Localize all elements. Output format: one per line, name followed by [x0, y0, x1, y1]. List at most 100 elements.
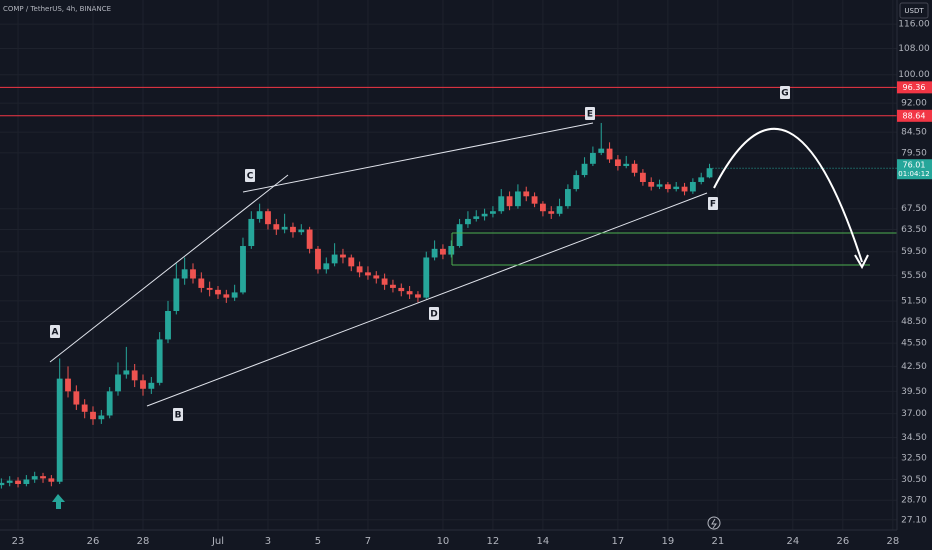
- candles: [0, 86, 897, 489]
- annotation-box: [708, 197, 718, 210]
- candle-body: [6, 480, 13, 483]
- candle-body: [631, 163, 638, 173]
- candle-body: [515, 191, 521, 207]
- annotation-label: F: [710, 200, 716, 210]
- candle-body: [206, 287, 213, 290]
- candle-body: [223, 294, 230, 298]
- candle-body: [48, 478, 55, 482]
- y-tick-label: 59.50: [901, 247, 927, 257]
- candle-body: [465, 218, 471, 225]
- candle-body: [81, 404, 88, 412]
- level-tag: [897, 81, 932, 94]
- event-icon[interactable]: [707, 516, 721, 530]
- candle-body: [606, 148, 613, 160]
- x-tick-label: 12: [487, 536, 500, 547]
- candle-body: [673, 186, 680, 190]
- annotation-box: [429, 307, 439, 320]
- last-price-tag: [897, 159, 932, 180]
- candle-body: [706, 168, 713, 178]
- candle-body: [689, 181, 696, 192]
- candle-body: [273, 224, 280, 230]
- y-tick-label: 30.50: [901, 475, 927, 485]
- candle-body: [498, 196, 505, 212]
- y-tick-label: 34.50: [901, 433, 927, 443]
- y-tick-label: 51.50: [901, 296, 927, 306]
- candle-body: [406, 291, 413, 295]
- candle-body: [356, 266, 363, 273]
- y-tick-label: 39.50: [901, 387, 927, 397]
- drawings: [49, 122, 897, 530]
- candle-body: [581, 163, 588, 176]
- candle-body: [415, 294, 421, 298]
- y-tick-label: 37.00: [901, 409, 927, 419]
- candle-body: [181, 269, 188, 279]
- candle-body: [156, 339, 163, 383]
- candle-body: [15, 480, 21, 484]
- x-tick-label: 28: [137, 536, 150, 547]
- candle-body: [148, 382, 155, 389]
- candle-body: [614, 159, 621, 167]
- x-tick-label: 26: [836, 536, 849, 547]
- annotation-label: A: [52, 328, 59, 338]
- projection-arrow: [713, 127, 863, 263]
- candle-body: [490, 211, 496, 214]
- candle-body: [90, 411, 96, 420]
- x-tick-label: 19: [662, 536, 675, 547]
- candle-body: [664, 184, 671, 190]
- y-tick-label: 92.00: [901, 99, 927, 109]
- candle-body: [23, 479, 30, 484]
- currency-box[interactable]: [899, 2, 929, 19]
- x-tick-label: 21: [712, 536, 725, 547]
- chart-title: COMP / TetherUS, 4h, BINANCE: [3, 5, 111, 13]
- candle-body: [381, 278, 388, 285]
- candle-body: [73, 391, 80, 405]
- candle-body: [123, 370, 130, 375]
- candle-body: [256, 211, 263, 219]
- candle-body: [115, 374, 121, 392]
- candle-body: [131, 370, 138, 381]
- candle-body: [448, 246, 455, 255]
- x-tick-label: 17: [612, 536, 625, 547]
- candle-body: [440, 248, 446, 255]
- y-tick-label: 67.50: [901, 204, 927, 214]
- x-tick-label: 10: [437, 536, 450, 547]
- candle-body: [198, 278, 205, 288]
- annotation-box: [173, 408, 183, 421]
- level-label: 96.36: [903, 83, 926, 92]
- candle-body: [365, 272, 371, 276]
- candle-body: [281, 226, 288, 230]
- y-tick-label: 45.50: [901, 339, 927, 349]
- x-tick-label: 5: [315, 536, 321, 547]
- candle-body: [548, 211, 555, 214]
- candle-body: [523, 191, 530, 197]
- grid: [0, 0, 897, 530]
- annotation-label: G: [781, 89, 788, 99]
- y-tick-label: 108.00: [898, 44, 930, 54]
- y-tick-label: 100.00: [898, 70, 930, 80]
- annotation-label: E: [587, 110, 593, 120]
- x-tick-label: 24: [786, 536, 799, 547]
- candle-body: [623, 163, 630, 167]
- candle-body: [656, 184, 663, 187]
- y-tick-label: 116.00: [898, 20, 930, 30]
- x-tick-label: 26: [87, 536, 100, 547]
- level-tag: [897, 109, 932, 122]
- y-tick-label: 63.50: [901, 225, 927, 235]
- y-tick-label: 48.50: [901, 317, 927, 327]
- candle-body: [698, 177, 705, 182]
- candle-body: [681, 186, 688, 192]
- candle-body: [65, 378, 71, 392]
- candle-body: [556, 206, 563, 214]
- candle-body: [423, 257, 430, 298]
- candle-body: [398, 287, 405, 292]
- annotation-label: C: [247, 172, 254, 182]
- y-tick-label: 42.50: [901, 362, 927, 372]
- candle-body: [31, 476, 38, 480]
- trend-line: [146, 192, 708, 407]
- candle-body: [481, 213, 488, 217]
- candle-body: [98, 415, 105, 420]
- annotation-label: D: [430, 310, 437, 320]
- annotation-box: [245, 169, 255, 182]
- x-tick-label: 14: [537, 536, 550, 547]
- candle-body: [431, 248, 438, 258]
